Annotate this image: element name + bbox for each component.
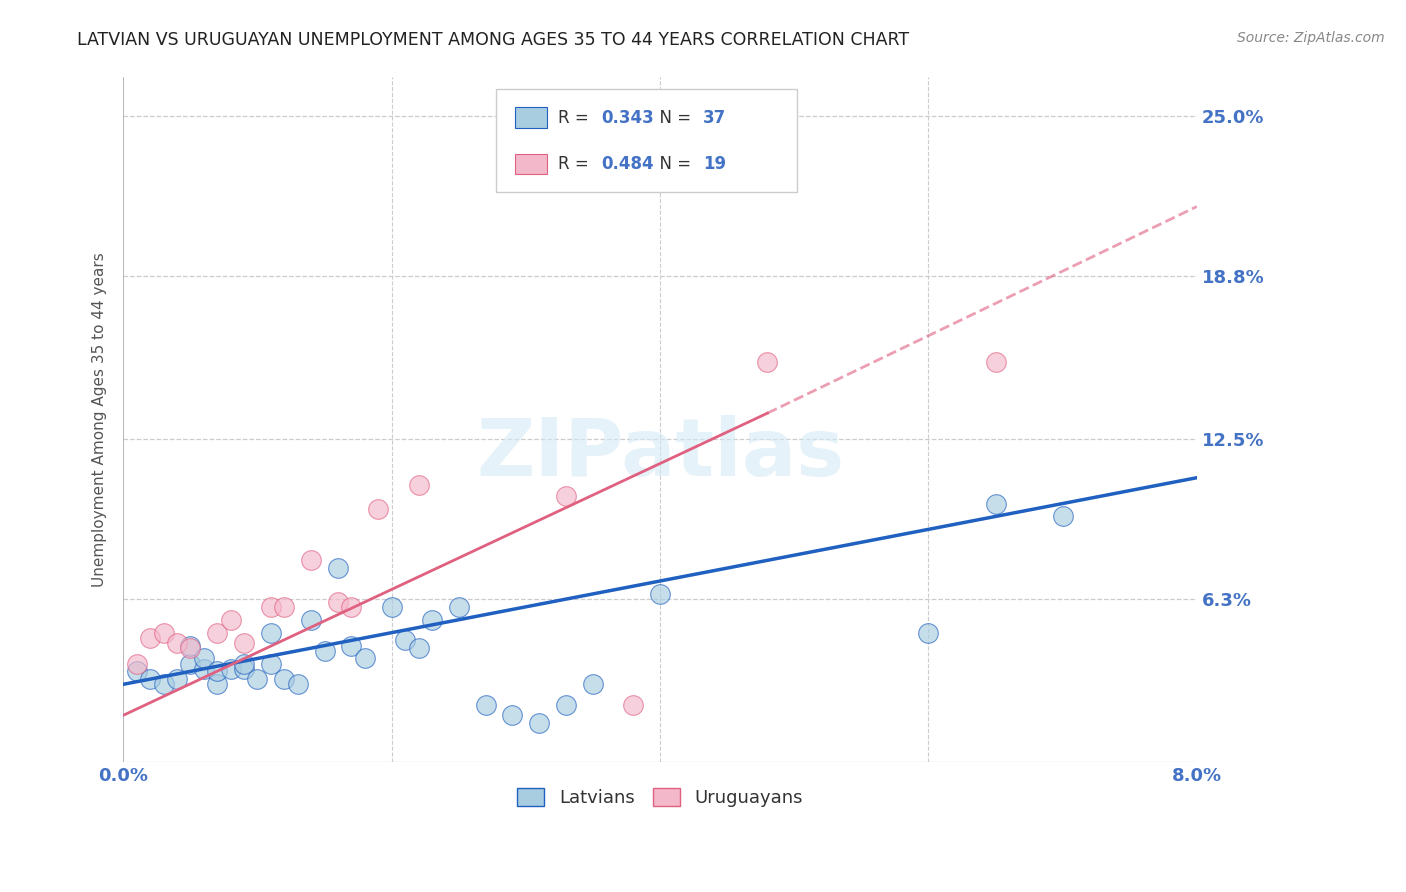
Point: [917, 625, 939, 640]
Point: [246, 672, 269, 686]
Point: [340, 599, 363, 614]
Point: [287, 677, 309, 691]
Point: [1052, 509, 1074, 524]
Point: [340, 639, 363, 653]
Text: N =: N =: [650, 155, 697, 173]
Point: [179, 641, 201, 656]
Point: [582, 677, 605, 691]
Text: ZIPatlas: ZIPatlas: [477, 415, 844, 492]
Point: [555, 489, 578, 503]
Point: [648, 587, 671, 601]
Point: [219, 613, 242, 627]
Point: [260, 657, 283, 671]
Point: [984, 496, 1007, 510]
Point: [260, 625, 283, 640]
Point: [152, 677, 174, 691]
Point: [125, 657, 148, 671]
FancyBboxPatch shape: [496, 89, 797, 193]
Point: [273, 599, 295, 614]
Point: [984, 354, 1007, 368]
Point: [314, 644, 336, 658]
Point: [621, 698, 644, 712]
Text: R =: R =: [558, 155, 595, 173]
Point: [299, 553, 322, 567]
Point: [529, 716, 551, 731]
FancyBboxPatch shape: [515, 153, 547, 174]
Text: 37: 37: [703, 109, 727, 127]
Point: [125, 665, 148, 679]
Point: [555, 698, 578, 712]
Point: [381, 599, 404, 614]
Point: [756, 354, 779, 368]
Point: [166, 636, 188, 650]
Point: [179, 639, 201, 653]
Point: [420, 613, 443, 627]
Point: [408, 478, 430, 492]
Legend: Latvians, Uruguayans: Latvians, Uruguayans: [510, 780, 810, 814]
Point: [273, 672, 295, 686]
Text: LATVIAN VS URUGUAYAN UNEMPLOYMENT AMONG AGES 35 TO 44 YEARS CORRELATION CHART: LATVIAN VS URUGUAYAN UNEMPLOYMENT AMONG …: [77, 31, 910, 49]
Point: [233, 636, 256, 650]
Point: [394, 633, 416, 648]
Point: [299, 613, 322, 627]
Point: [207, 677, 229, 691]
Point: [207, 625, 229, 640]
Point: [139, 672, 162, 686]
Text: N =: N =: [650, 109, 697, 127]
Point: [207, 665, 229, 679]
Point: [474, 698, 496, 712]
FancyBboxPatch shape: [515, 107, 547, 128]
Point: [326, 595, 349, 609]
Point: [166, 672, 188, 686]
Text: 19: 19: [703, 155, 725, 173]
Point: [193, 662, 215, 676]
Text: R =: R =: [558, 109, 595, 127]
Point: [353, 651, 375, 665]
Point: [447, 599, 470, 614]
Y-axis label: Unemployment Among Ages 35 to 44 years: Unemployment Among Ages 35 to 44 years: [93, 252, 107, 587]
Point: [139, 631, 162, 645]
Point: [326, 561, 349, 575]
Text: 0.484: 0.484: [600, 155, 654, 173]
Point: [193, 651, 215, 665]
Point: [219, 662, 242, 676]
Point: [152, 625, 174, 640]
Point: [233, 657, 256, 671]
Point: [408, 641, 430, 656]
Point: [233, 662, 256, 676]
Text: Source: ZipAtlas.com: Source: ZipAtlas.com: [1237, 31, 1385, 45]
Point: [179, 657, 201, 671]
Point: [501, 708, 523, 723]
Point: [367, 501, 389, 516]
Point: [260, 599, 283, 614]
Text: 0.343: 0.343: [600, 109, 654, 127]
